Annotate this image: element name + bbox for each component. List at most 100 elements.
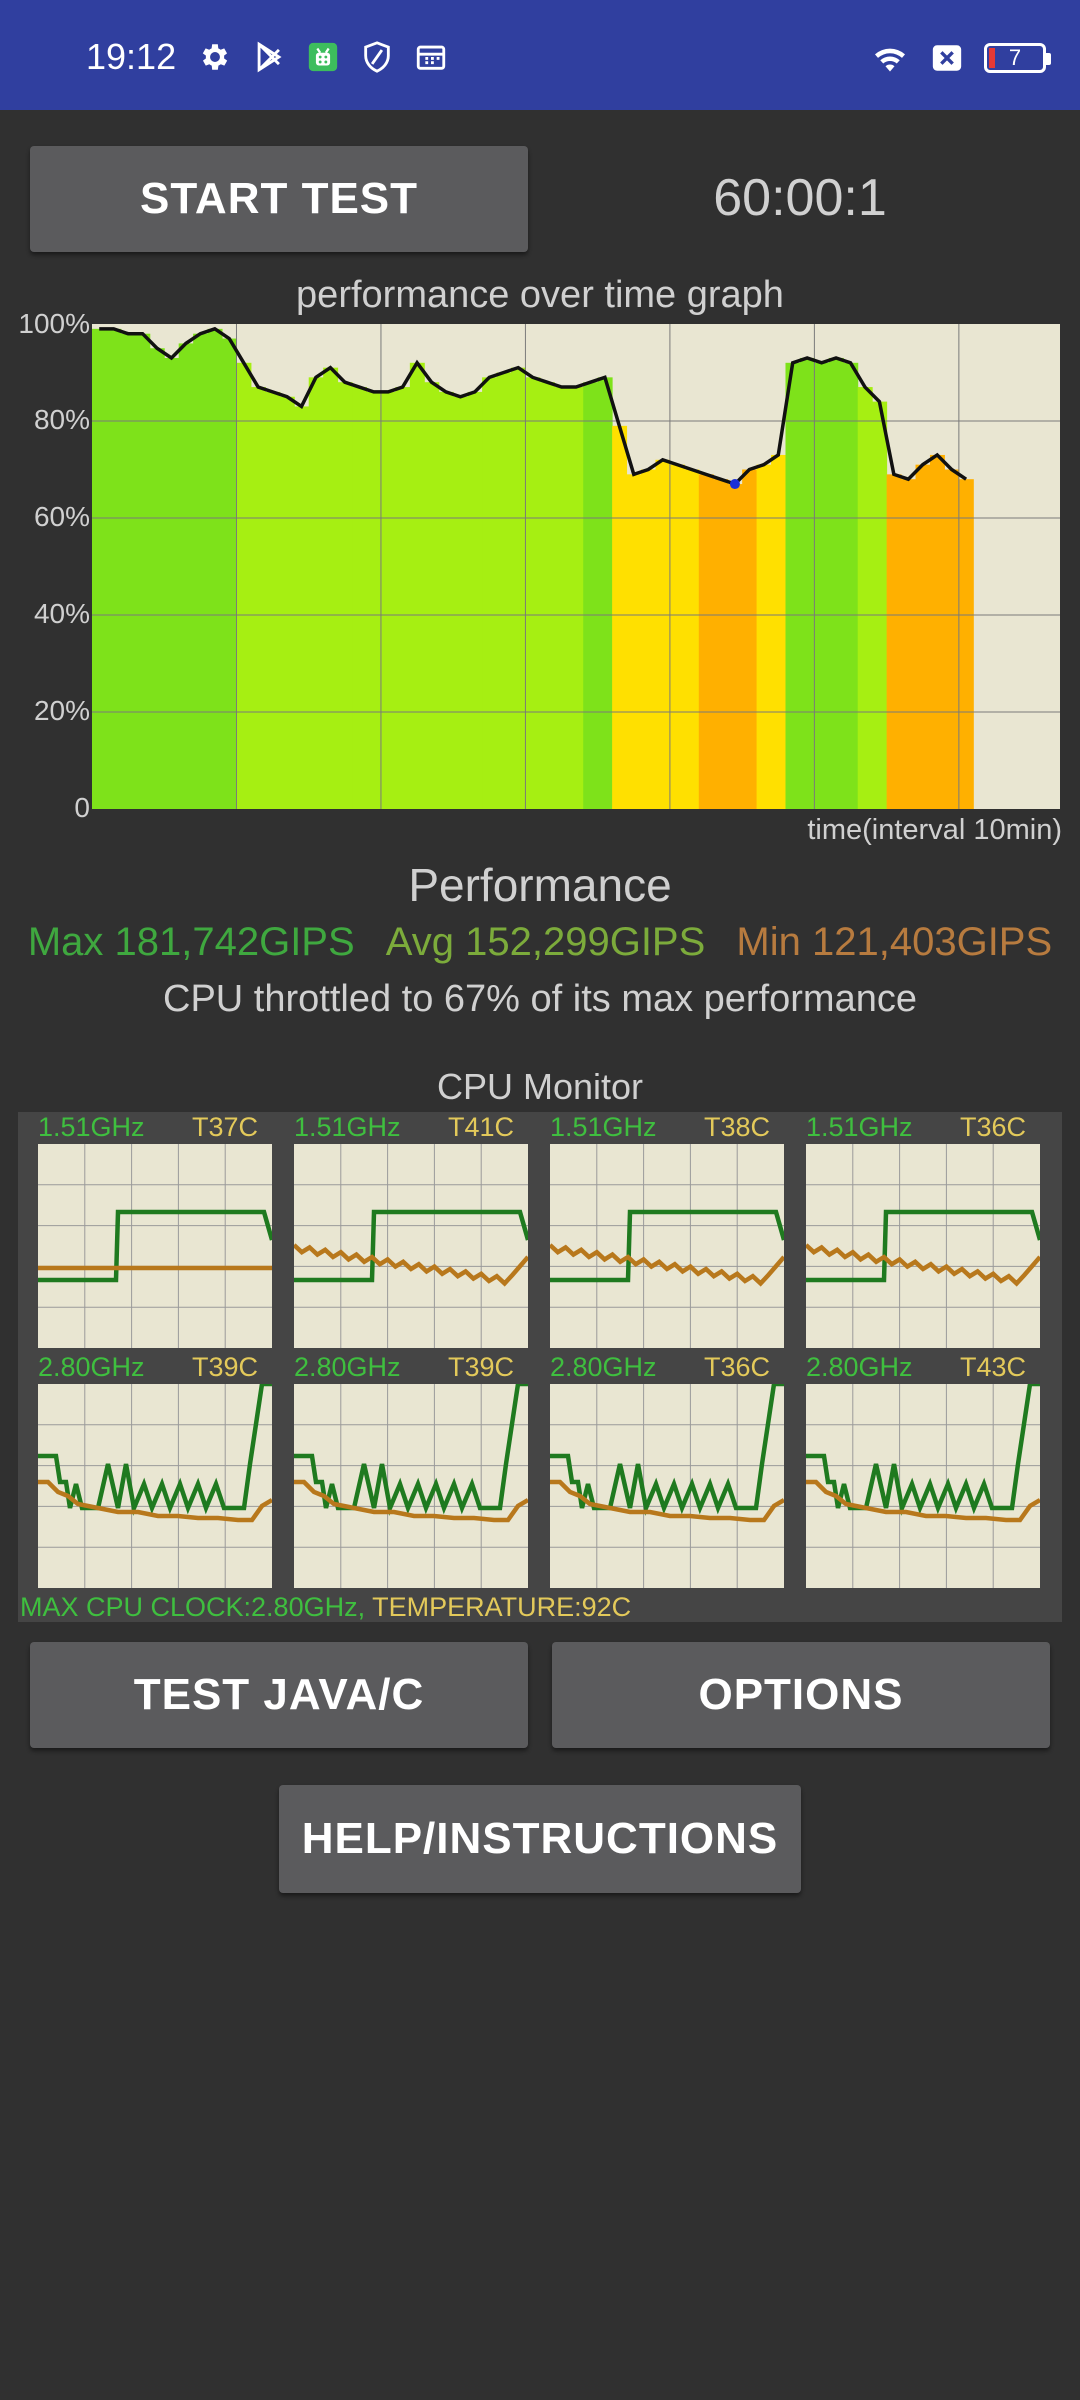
core-graph-svg (548, 1144, 787, 1348)
perf-band (438, 391, 454, 809)
core-temp: T36C (959, 1112, 1026, 1142)
perf-band (92, 328, 107, 809)
core-temp-line (548, 1243, 786, 1287)
perf-band (814, 362, 830, 809)
perf-band (380, 391, 396, 809)
y-tick-60: 60% (33, 501, 90, 532)
perf-band (193, 333, 209, 809)
core-graph (38, 1381, 274, 1588)
perf-band (265, 391, 281, 809)
core-temp-line (292, 1243, 530, 1287)
core-freq: 2.80GHz (38, 1352, 145, 1382)
perf-band (655, 459, 671, 809)
core-temp: T38C (703, 1112, 770, 1142)
battery-icon: 7 (984, 43, 1051, 73)
perf-band (467, 391, 483, 809)
core-graph (550, 1381, 786, 1588)
perf-band (366, 391, 382, 809)
perf-band (120, 333, 136, 809)
core-graph-svg (550, 1381, 786, 1588)
graph-title: performance over time graph (296, 274, 784, 316)
core-temp: T43C (959, 1352, 1026, 1382)
perf-band (901, 479, 917, 809)
core-graph-svg (292, 1144, 531, 1348)
perf-band (554, 387, 570, 809)
perf-band (958, 479, 974, 809)
core-5: 2.80GHz T39C (36, 1352, 274, 1588)
core-freq: 1.51GHz (550, 1112, 657, 1142)
core-freq-line (38, 1209, 275, 1283)
perf-band (308, 377, 324, 809)
close-box-icon (932, 45, 962, 71)
performance-graph-svg (92, 324, 1060, 809)
core-freq: 1.51GHz (294, 1112, 401, 1142)
perf-band (424, 382, 440, 809)
core-freq: 1.51GHz (38, 1112, 145, 1142)
perf-band (323, 367, 339, 809)
y-tick-80: 80% (33, 404, 90, 435)
performance-title: Performance (408, 859, 672, 911)
core-graph (804, 1144, 1043, 1348)
perf-band (279, 396, 295, 809)
core-1: 1.51GHz T37C (36, 1112, 275, 1348)
core-graph (292, 1144, 531, 1348)
perf-band (149, 348, 165, 809)
core-3: 1.51GHz T38C (548, 1112, 787, 1348)
battery-level-bar (989, 48, 995, 68)
core-6: 2.80GHz T39C (292, 1352, 530, 1588)
core-7: 2.80GHz T36C (548, 1352, 786, 1588)
help-instructions-button[interactable]: HELP/INSTRUCTIONS (279, 1785, 801, 1893)
core-2: 1.51GHz T41C (292, 1112, 531, 1348)
perf-band (525, 377, 541, 809)
calendar-icon (416, 45, 446, 70)
y-tick-20: 20% (33, 695, 90, 726)
core-freq-line (806, 1381, 1040, 1516)
perf-band (843, 362, 859, 809)
max-temperature: TEMPERATURE:92C (372, 1592, 632, 1622)
perf-band (915, 464, 931, 809)
perf-band (352, 387, 368, 809)
perf-band (250, 387, 266, 809)
test-java-c-button[interactable]: TEST JAVA/C (30, 1642, 528, 1748)
core-temp-line (550, 1479, 786, 1523)
perf-band (395, 387, 411, 809)
perf-band (236, 362, 252, 809)
core-freq-line (294, 1209, 531, 1283)
perf-band (742, 469, 758, 809)
perf-band (626, 474, 642, 809)
core-freq: 2.80GHz (550, 1352, 657, 1382)
core-freq-line (550, 1209, 787, 1283)
performance-line (99, 326, 968, 487)
perf-band (713, 479, 729, 809)
perf-band (539, 382, 555, 809)
play-store-icon (257, 41, 282, 73)
core-freq: 1.51GHz (806, 1112, 913, 1142)
core-temp-line (38, 1479, 274, 1523)
options-button[interactable]: OPTIONS (552, 1642, 1050, 1748)
core-graph (38, 1144, 275, 1348)
perf-band (164, 357, 180, 809)
app-badge-icon (308, 42, 338, 72)
core-temp: T36C (703, 1352, 770, 1382)
perf-band (222, 338, 237, 809)
wifi-icon (875, 48, 905, 72)
start-test-button[interactable]: START TEST (30, 146, 528, 252)
status-icons (198, 40, 448, 74)
shield-icon (364, 41, 390, 73)
core-graph (806, 1381, 1042, 1588)
perf-band (857, 387, 873, 809)
stat-max: Max 181,742GIPS (27, 920, 355, 964)
perf-band (872, 401, 888, 809)
core-graph (294, 1381, 530, 1588)
core-temp-line (806, 1479, 1042, 1523)
time-axis-label: time(interval 10min) (807, 814, 1062, 846)
perf-band (886, 474, 902, 809)
core-freq-line (550, 1381, 784, 1516)
perf-band (771, 454, 786, 809)
perf-band (568, 387, 584, 809)
status-time: 19:12 (86, 36, 177, 77)
performance-graph (92, 324, 1060, 809)
perf-band (597, 377, 613, 809)
core-graph-svg (804, 1144, 1043, 1348)
perf-band (684, 469, 700, 809)
